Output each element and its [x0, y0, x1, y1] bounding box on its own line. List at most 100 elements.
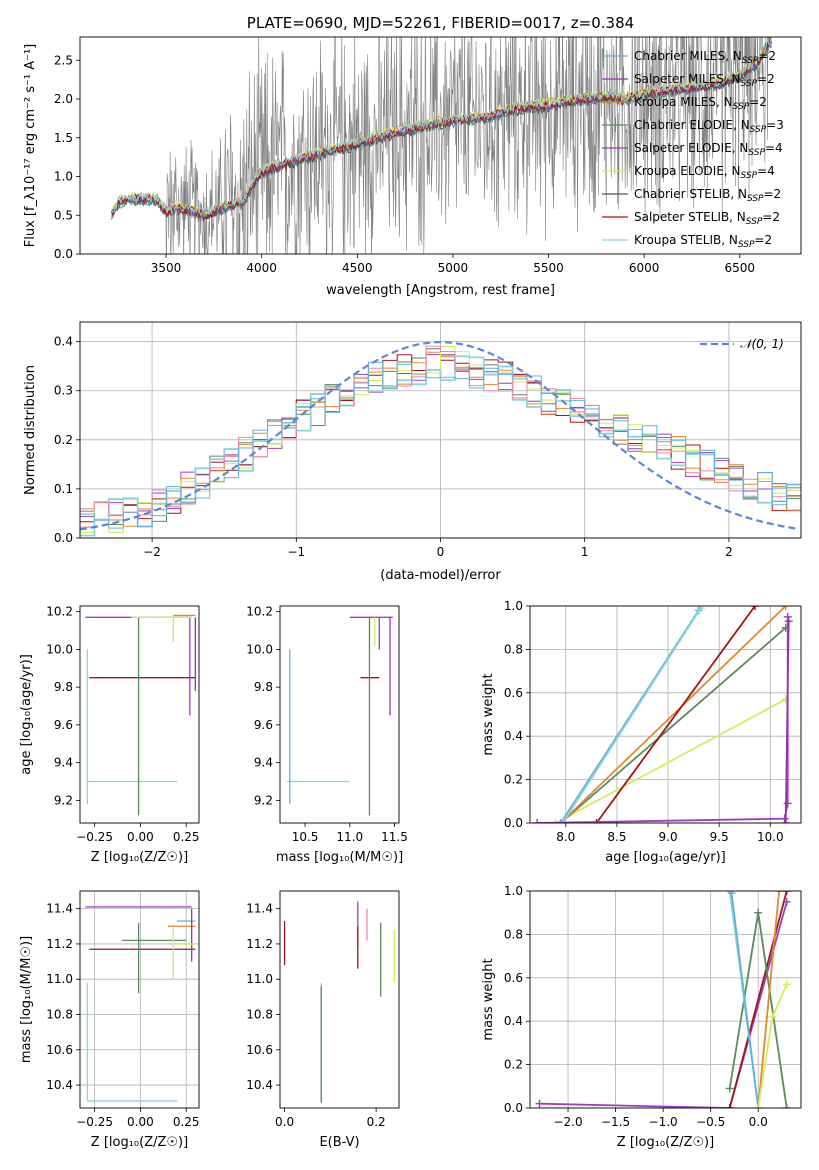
- x-tick-label: −0.5: [696, 1115, 725, 1129]
- y-tick-label: 0.5: [54, 208, 73, 222]
- weight-marker: [782, 980, 791, 989]
- legend-sub: SSP: [747, 194, 764, 204]
- y-tick-label: 0.4: [504, 1014, 523, 1028]
- x-axis-label: (data-model)/error: [380, 568, 501, 583]
- legend-suffix: =2: [749, 95, 767, 109]
- y-tick-label: 11.4: [246, 902, 273, 916]
- x-tick-label: 9.0: [659, 830, 678, 844]
- legend-name: Salpeter ELODIE, N: [634, 141, 748, 155]
- y-tick-label: 10.2: [246, 605, 273, 619]
- weight-line: [757, 891, 780, 1108]
- weight-series: [592, 606, 759, 823]
- y-tick-label: 9.8: [254, 680, 273, 694]
- y-tick-label: 9.6: [54, 718, 73, 732]
- x-tick-label: 4500: [342, 261, 373, 275]
- x-tick-label: −0.25: [76, 1115, 113, 1129]
- x-tick-label: −1: [287, 545, 305, 559]
- weight-marker: [783, 612, 792, 621]
- y-tick-label: 0.2: [504, 773, 523, 787]
- y-axis-label: mass weight: [481, 673, 496, 755]
- y-axis-label: mass [log₁₀(M/M☉)]: [19, 936, 34, 1063]
- axes-frame: [79, 321, 802, 539]
- weight-marker: [558, 819, 567, 823]
- y-tick-label: 0.0: [504, 1101, 523, 1115]
- y-tick-label: 9.4: [254, 756, 273, 770]
- x-tick-label: −2: [143, 545, 161, 559]
- legend-sub: SSP: [748, 148, 765, 158]
- axes-frame: [279, 605, 400, 824]
- y-tick-label: 11.4: [46, 902, 73, 916]
- axes-frame: [79, 36, 802, 255]
- y-tick-label: 0.6: [504, 686, 523, 700]
- x-axis-label: E(B-V): [319, 1135, 359, 1150]
- y-tick-label: 0.8: [504, 927, 523, 941]
- x-tick-label: 0.00: [127, 830, 154, 844]
- weight-marker: [775, 891, 784, 895]
- x-tick-label: −1.0: [649, 1115, 678, 1129]
- legend-suffix: =2: [757, 72, 775, 86]
- legend-label: 𝒩(0, 1): [740, 337, 784, 351]
- y-tick-label: 0.0: [54, 247, 73, 261]
- residuals-axes: −2 −1 0 1 2 0.0 0.1 0.2 0.3 0.4 (data-model)/error…: [23, 321, 802, 583]
- weight-marker: [768, 1012, 777, 1021]
- weight-marker: [535, 1099, 544, 1108]
- age-vs-Z-axes: −0.25 0.00 0.25 9.2 9.4 9.6 9.8 10.0 10.2 Z [log₁…: [19, 605, 200, 865]
- weight-line: [555, 698, 787, 823]
- x-axis-label: Z [log₁₀(Z/Z☉)]: [91, 850, 188, 865]
- weight-line: [539, 901, 788, 1108]
- legend-name: Kroupa ELODIE, N: [634, 164, 741, 178]
- x-tick-label: 5500: [533, 261, 564, 275]
- weight-marker: [725, 1104, 734, 1108]
- x-tick-label: 11.0: [336, 830, 363, 844]
- x-tick-label: 2: [725, 545, 733, 559]
- legend-label: Chabrier STELIB, NSSP=2: [634, 187, 781, 204]
- y-tick-label: 11.2: [46, 937, 73, 951]
- y-axis-label: Normed distribution: [23, 365, 38, 495]
- weight-marker: [696, 606, 705, 613]
- weight-line: [560, 606, 787, 823]
- y-tick-label: 11.2: [246, 937, 273, 951]
- legend-label: Salpeter MILES, NSSP=2: [634, 72, 775, 89]
- axes-frame: [79, 605, 200, 824]
- legend-suffix: =2: [754, 233, 772, 247]
- legend-label: Kroupa MILES, NSSP=2: [634, 95, 767, 112]
- x-tick-label: 0: [437, 545, 445, 559]
- y-axis-label: mass weight: [481, 958, 496, 1040]
- y-tick-label: 11.0: [246, 972, 273, 986]
- legend-name: Chabrier STELIB, N: [634, 187, 747, 201]
- x-tick-label: −0.25: [76, 830, 113, 844]
- x-tick-label: 0.0: [749, 1115, 768, 1129]
- y-tick-label: 10.4: [46, 1078, 73, 1092]
- x-tick-label: 1: [581, 545, 589, 559]
- legend-sub: SSP: [746, 217, 763, 227]
- weight-series: [754, 980, 791, 1108]
- y-tick-label: 9.6: [254, 718, 273, 732]
- weight-series: [558, 606, 705, 823]
- mass-vs-Z-axes: −0.25 0.00 0.25 10.4 10.6 10.8 11.0 11.2 11.4 Z […: [19, 890, 200, 1150]
- weight-marker: [780, 814, 789, 823]
- legend-label: Chabrier MILES, NSSP=2: [634, 49, 776, 66]
- weight-series: [556, 606, 790, 823]
- legend-suffix: =4: [757, 164, 775, 178]
- x-tick-label: 0.0: [275, 1115, 294, 1129]
- y-tick-label: 10.8: [46, 1007, 73, 1021]
- y-tick-label: 10.0: [46, 642, 73, 656]
- x-tick-label: 6000: [629, 261, 660, 275]
- y-axis-label: Flux [f_λ10⁻¹⁷ erg cm⁻² s⁻¹ A⁻¹]: [23, 44, 38, 248]
- legend-suffix: =3: [766, 118, 784, 132]
- y-tick-label: 0.1: [54, 482, 73, 496]
- legend-sub: SSP: [733, 102, 750, 112]
- legend-sub: SSP: [738, 240, 755, 250]
- y-tick-label: 2.5: [54, 53, 73, 67]
- weight-line: [730, 893, 760, 1108]
- weight-marker: [782, 891, 791, 895]
- y-tick-label: 0.2: [504, 1058, 523, 1072]
- x-tick-label: −2.0: [553, 1115, 582, 1129]
- legend: Chabrier MILES, NSSP=2 Salpeter MILES, NS…: [602, 49, 784, 250]
- weight-marker: [781, 606, 790, 610]
- y-tick-label: 11.0: [46, 972, 73, 986]
- legend: 𝒩(0, 1): [700, 337, 784, 351]
- weight-marker: [783, 799, 792, 808]
- y-tick-label: 9.4: [54, 756, 73, 770]
